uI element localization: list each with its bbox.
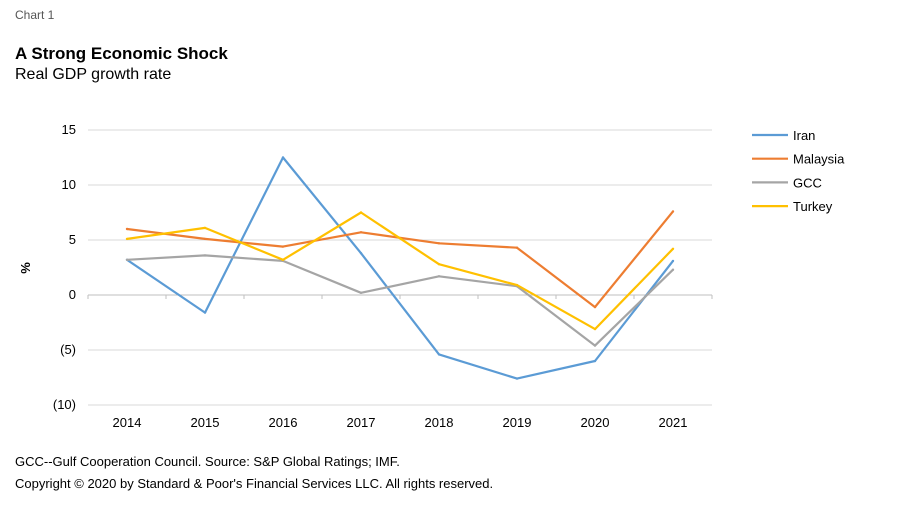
series-line-iran [126, 156, 674, 380]
data-point [515, 246, 519, 249]
data-point [125, 237, 129, 241]
y-tick-label: (10) [53, 397, 76, 412]
source-note: GCC--Gulf Cooperation Council. Source: S… [15, 454, 400, 469]
chart-subtitle: Real GDP growth rate [15, 66, 172, 83]
data-point [437, 242, 441, 245]
y-tick-label: 15 [62, 122, 76, 137]
data-point [671, 259, 675, 263]
data-point [593, 344, 597, 347]
y-axis-label: % [18, 262, 33, 274]
x-tick-label: 2014 [113, 415, 142, 430]
series-line-malaysia [126, 210, 674, 309]
copyright-note: Copyright © 2020 by Standard & Poor's Fi… [15, 476, 494, 491]
x-tick-label: 2021 [659, 415, 688, 430]
data-point [593, 305, 597, 309]
x-tick-label: 2016 [269, 415, 298, 430]
x-tick-label: 2018 [425, 415, 454, 430]
x-tick-label: 2019 [503, 415, 532, 430]
data-point [359, 291, 363, 294]
data-point [203, 311, 207, 314]
x-tick-label: 2020 [581, 415, 610, 430]
data-point [359, 252, 363, 255]
data-point [125, 227, 129, 231]
x-tick-label: 2017 [347, 415, 376, 430]
data-point [437, 275, 441, 278]
data-point [281, 245, 285, 248]
data-point [593, 359, 597, 363]
data-point [359, 211, 363, 214]
data-point [437, 353, 441, 356]
data-point [671, 210, 675, 213]
chart-title: A Strong Economic Shock [15, 44, 228, 63]
data-point [437, 263, 441, 266]
data-point [359, 231, 363, 234]
x-tick-label: 2015 [191, 415, 220, 430]
series-line-gcc [126, 254, 674, 347]
series-line-turkey [126, 211, 674, 331]
legend-label: Malaysia [793, 152, 845, 167]
data-point [515, 377, 519, 380]
data-point [203, 254, 207, 257]
y-tick-label: 0 [69, 287, 76, 302]
data-point [203, 237, 207, 241]
legend-label: GCC [793, 175, 822, 190]
y-tick-label: 5 [69, 232, 76, 247]
data-point [671, 268, 675, 271]
legend-label: Turkey [793, 199, 833, 214]
data-point [203, 226, 207, 230]
data-point [515, 283, 519, 287]
data-point [281, 258, 285, 261]
data-point [281, 156, 285, 159]
chart-label: Chart 1 [15, 8, 55, 22]
legend-label: Iran [793, 128, 815, 143]
y-tick-label: (5) [60, 342, 76, 357]
data-point [593, 327, 597, 331]
data-point [125, 258, 129, 261]
data-point [671, 247, 675, 250]
y-tick-label: 10 [62, 177, 76, 192]
